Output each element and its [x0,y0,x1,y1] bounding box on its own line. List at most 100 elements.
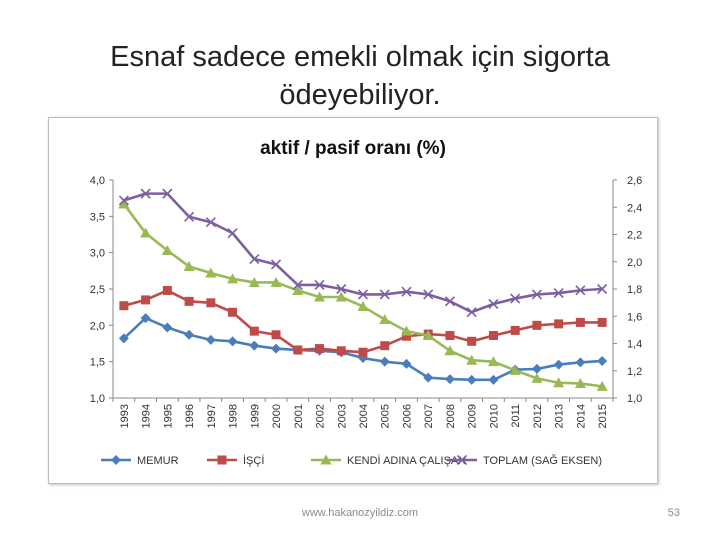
data-point [422,330,434,341]
data-point [467,336,477,346]
chart-title: aktif / pasif oranı (%) [260,138,446,159]
data-point [554,319,564,329]
data-point [140,227,152,238]
data-point [184,296,194,306]
x-tick-label: 1994 [141,404,153,428]
data-point [466,307,477,318]
data-point [444,374,455,385]
data-point [487,356,499,367]
data-point [400,325,412,336]
data-point [444,345,456,356]
data-point [575,317,585,327]
data-point [510,293,521,304]
data-point [119,301,129,311]
data-point [118,198,130,209]
y-right-tick-label: 1,4 [627,339,642,351]
x-tick-label: 2000 [271,404,283,428]
data-point [249,340,260,351]
data-point [509,364,521,375]
x-tick-label: 2011 [510,404,522,428]
data-point [314,279,325,290]
data-point [401,286,412,297]
x-tick-label: 1995 [162,404,174,428]
data-point [510,325,520,335]
data-point [227,273,239,284]
x-tick-label: 2008 [445,404,457,428]
legend-label: TOPLAM (SAĞ EKSEN) [483,454,602,467]
slide-title-line2: ödeyebiliyor. [279,79,441,111]
x-tick-label: 2002 [315,404,327,428]
data-point [531,372,543,383]
data-point [270,259,282,270]
data-point [358,353,368,364]
data-point [162,322,173,333]
y-right-tick-label: 2,6 [627,175,642,187]
data-point [575,357,586,368]
data-point [141,295,151,305]
data-point [488,298,499,310]
x-tick-label: 1996 [184,404,196,428]
data-point [423,372,434,383]
data-point [206,298,216,308]
data-point [597,355,608,366]
y-right-tick-label: 2,2 [627,230,642,242]
data-point [217,455,227,465]
data-point [423,289,434,300]
x-tick-label: 2014 [575,404,587,428]
x-tick-label: 2009 [467,404,479,428]
data-point [574,377,586,388]
data-point [466,354,478,365]
data-point [553,359,564,370]
y-left-tick-label: 4,0 [90,175,105,187]
data-point [227,228,238,239]
legend-label: MEMUR [137,455,179,467]
x-tick-label: 2013 [554,404,566,428]
data-point [292,284,304,295]
footer-url: www.hakanozyildiz.com [301,507,419,519]
data-point [553,377,565,388]
y-left-tick-label: 1,0 [90,393,105,405]
y-left-tick-label: 2,0 [90,320,105,332]
y-left-tick-label: 2,5 [90,284,105,296]
data-point [205,267,217,278]
data-point [379,356,390,367]
y-right-tick-label: 1,2 [627,366,642,378]
y-left-tick-label: 3,5 [90,211,105,223]
data-point [249,326,259,336]
data-point [335,291,347,302]
data-point [357,289,369,300]
x-tick-label: 2010 [488,404,500,428]
data-point [466,374,477,385]
data-point [553,288,564,299]
data-point [205,217,216,228]
data-point [456,454,468,466]
series-line-2 [123,289,603,354]
x-tick-label: 2015 [597,404,609,428]
x-tick-label: 2005 [380,404,392,428]
data-point [596,380,608,391]
data-point [380,341,390,351]
data-point [445,331,455,341]
y-right-tick-label: 1,0 [627,393,642,405]
data-point [488,331,498,341]
data-point [118,195,129,206]
data-point [575,285,586,296]
data-point [292,279,303,290]
chart-frame: aktif / pasif oranı (%) 1,0 1,5 2,0 2,5 3,0 3… [48,117,658,484]
data-point [379,314,391,325]
x-tick-label: 2003 [336,404,348,428]
data-point [111,455,121,465]
x-tick-label: 1999 [249,404,261,428]
data-point [161,244,173,255]
data-point [357,300,369,311]
data-point [228,307,238,317]
data-point [183,260,195,271]
x-tick-label: 2004 [358,404,370,428]
data-point [314,291,326,302]
data-point [401,358,412,369]
data-point [379,289,390,300]
data-point [597,317,607,327]
data-point [531,289,542,300]
data-point [336,283,347,295]
data-point [270,276,282,287]
